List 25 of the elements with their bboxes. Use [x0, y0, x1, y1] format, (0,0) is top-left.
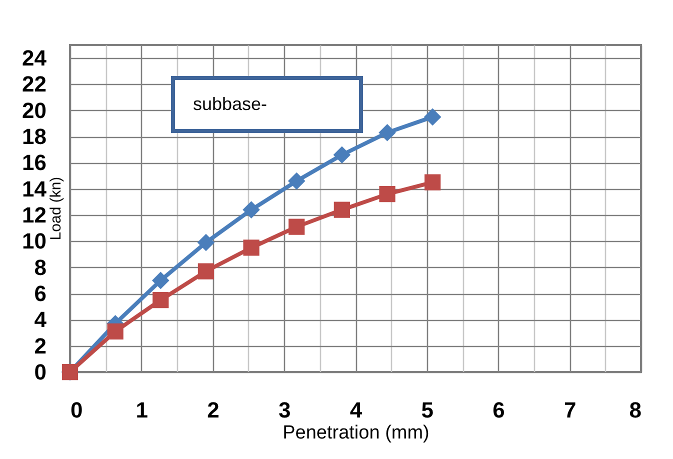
y-tick-label: 12: [22, 202, 46, 228]
y-tick-label: 18: [22, 124, 46, 150]
y-tick-label: 22: [22, 72, 46, 97]
y-tick-label: 4: [34, 307, 48, 332]
y-tick-label: 14: [22, 176, 48, 202]
x-tick-label: 8: [629, 398, 642, 422]
y-tick-label: 6: [34, 281, 46, 306]
x-tick-label: 3: [278, 398, 291, 422]
x-tick-label: 6: [492, 398, 505, 422]
x-tick-label: 0: [70, 398, 83, 422]
x-tick-label: 4: [350, 398, 363, 422]
x-tick-label: 1: [136, 398, 148, 422]
x-tick-label: 2: [207, 398, 220, 422]
y-tick-label: 16: [22, 150, 46, 176]
x-tick-label: 5: [421, 398, 434, 422]
y-axis-title: Load (kn): [48, 176, 64, 240]
y-tick-label: 20: [22, 98, 46, 123]
y-tick-label: 24: [22, 46, 48, 71]
y-tick-label: 8: [34, 254, 46, 280]
y-tick-label: 2: [34, 333, 46, 358]
y-tick-label: 0: [34, 360, 46, 384]
x-axis-title: Penetration (mm): [282, 422, 430, 444]
y-tick-label: 10: [22, 228, 46, 254]
annotation: subbase-: [193, 94, 268, 114]
x-tick-label: 7: [564, 398, 576, 422]
